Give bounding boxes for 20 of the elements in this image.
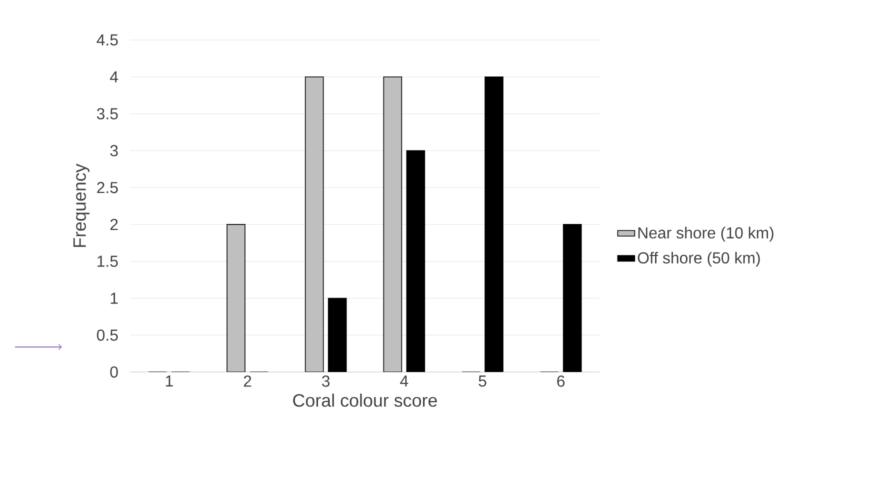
y-axis-title: Frequency — [73, 164, 90, 247]
x-tick-label: 4 — [400, 376, 408, 386]
x-tick-label: 1 — [166, 376, 173, 386]
y-tick-label: 3 — [110, 145, 118, 156]
x-tick-label: 2 — [244, 376, 252, 387]
y-tick-label: 1.5 — [98, 256, 118, 267]
y-tick-label: 2 — [110, 218, 118, 230]
y-tick-label: 1 — [110, 292, 118, 304]
y-tick-label: 0 — [110, 366, 118, 378]
y-tick-label: 3.5 — [96, 108, 118, 120]
y-tick-label: 2.5 — [97, 182, 118, 194]
x-tick-label: 3 — [322, 376, 330, 387]
y-tick-label: 4 — [110, 71, 118, 82]
x-axis-title: Coral colour score — [293, 394, 437, 407]
x-tick-label: 5 — [478, 376, 486, 387]
legend-label: Near shore (10 km) — [638, 226, 774, 242]
y-tick-label: 0.5 — [96, 329, 118, 341]
x-tick-label: 6 — [557, 376, 565, 387]
y-tick-label: 4.5 — [96, 34, 118, 46]
legend-label: Off shore (50 km) — [638, 252, 760, 267]
